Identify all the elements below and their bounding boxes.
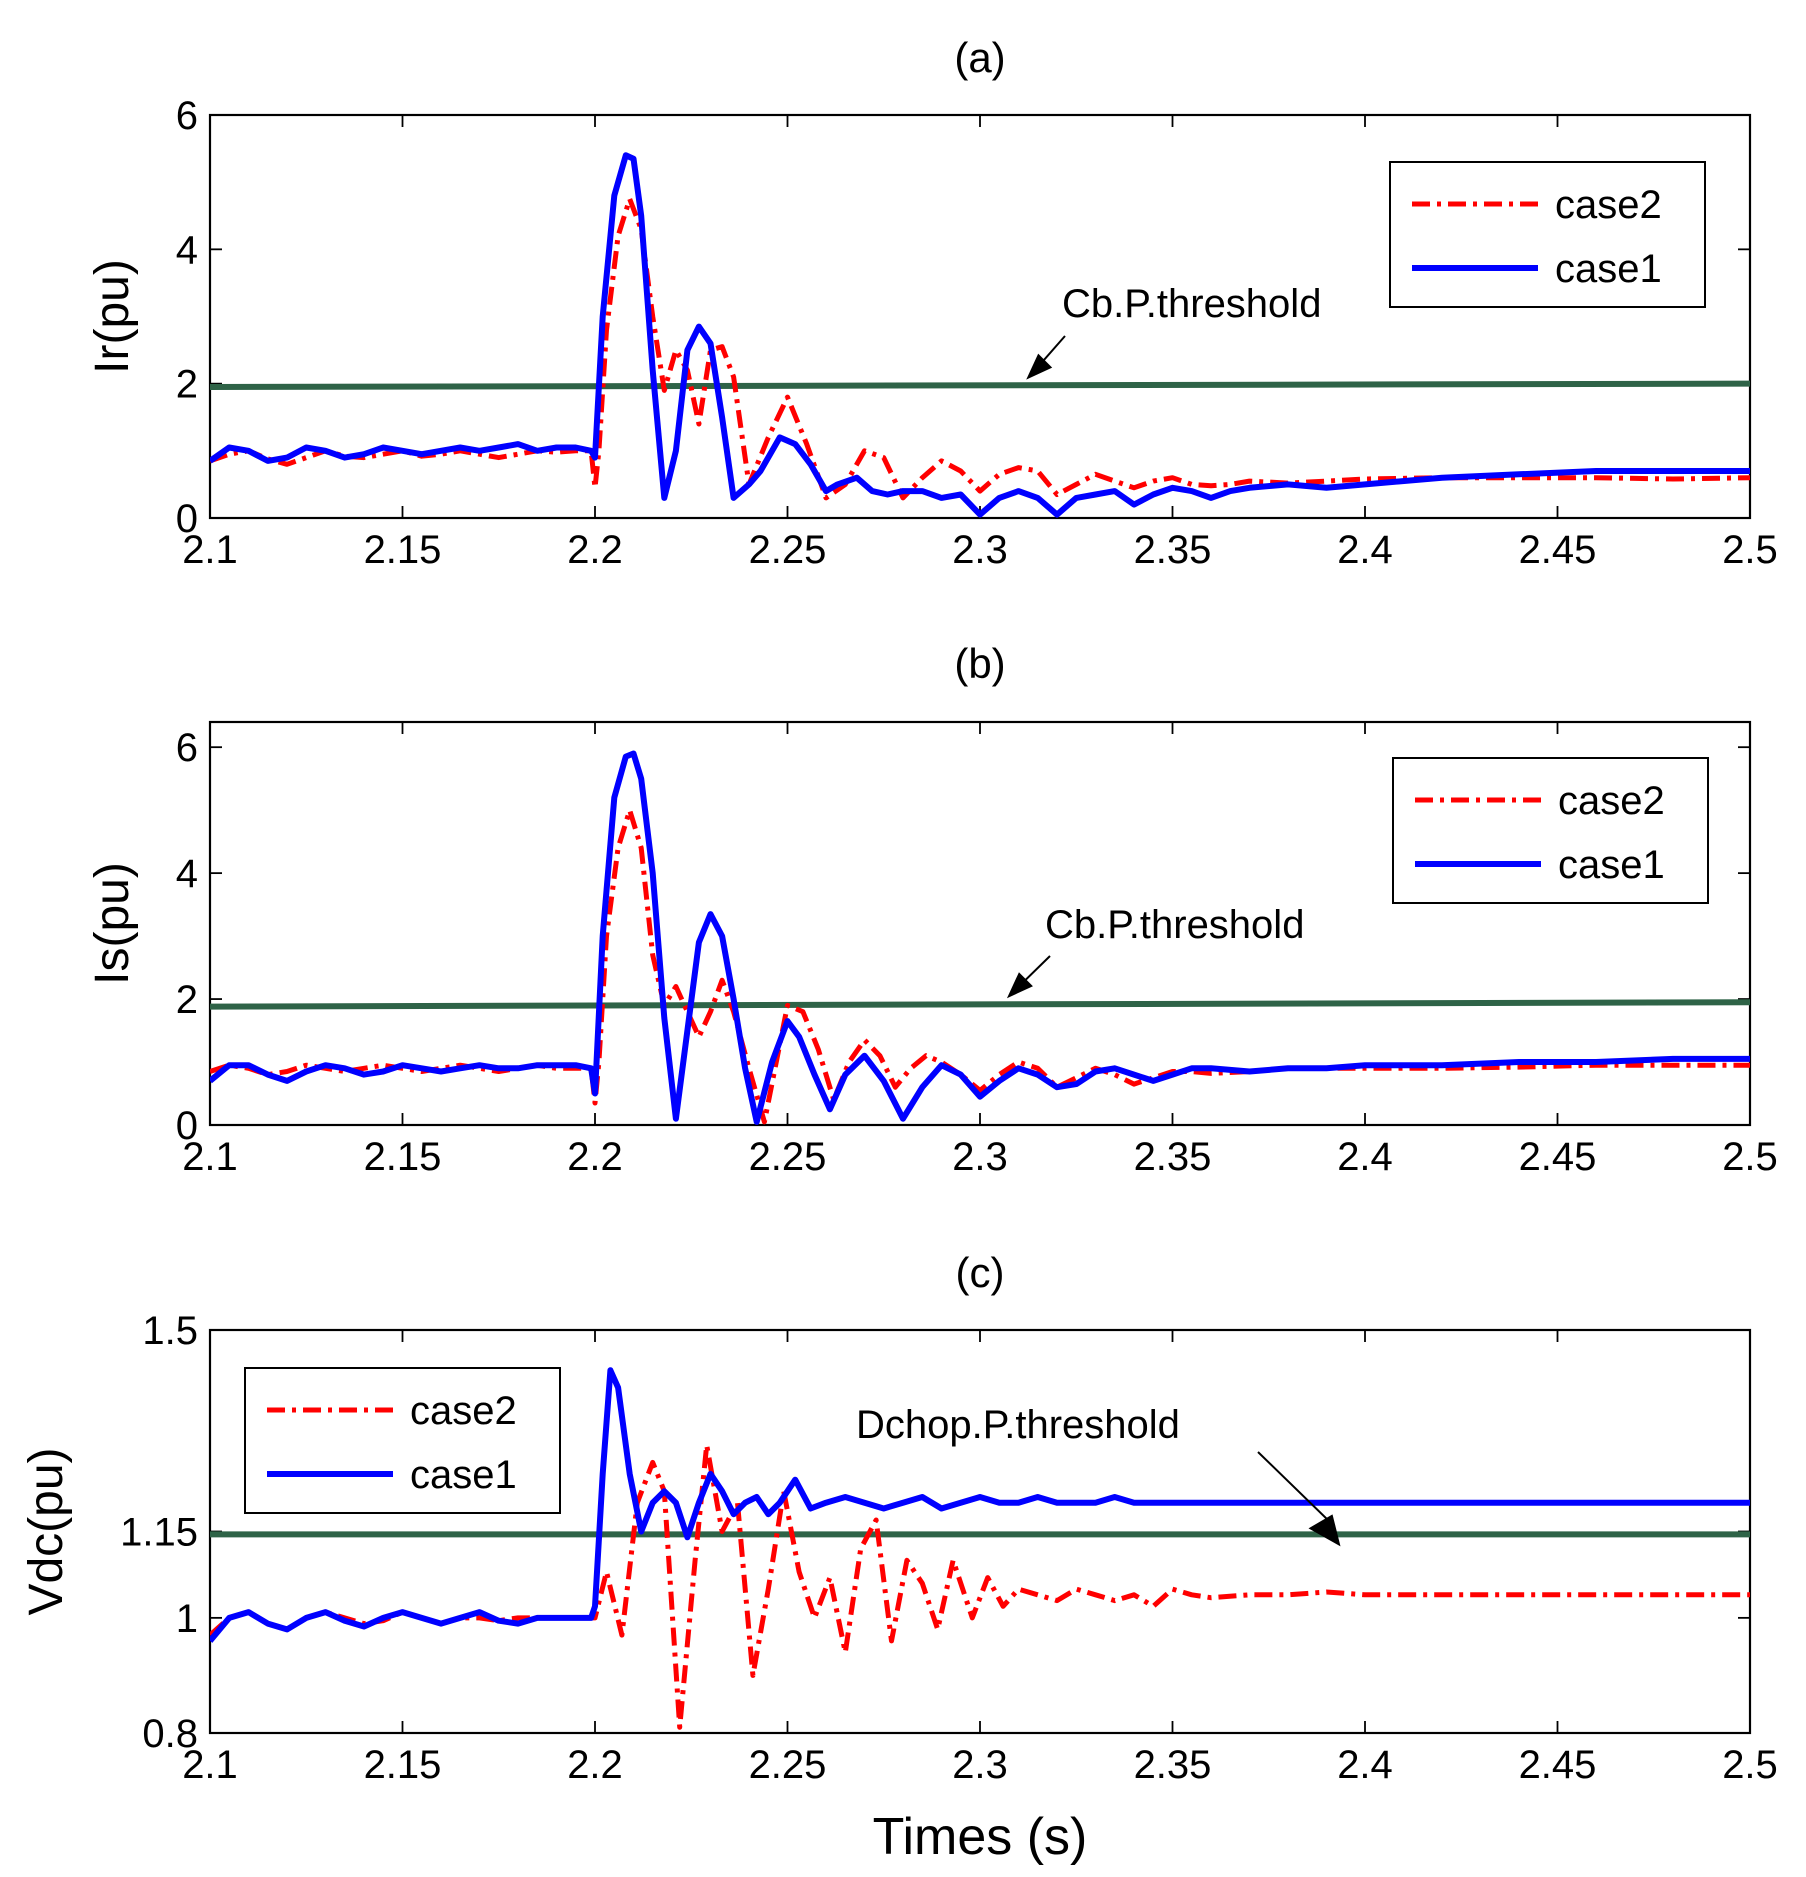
y-tick-label: 4 <box>176 852 198 896</box>
x-tick-label: 2.1 <box>182 528 238 572</box>
x-tick-label: 2.3 <box>952 1743 1008 1787</box>
x-axis-label: Times (s) <box>873 1808 1088 1866</box>
x-tick-label: 2.2 <box>567 1743 623 1787</box>
x-tick-label: 2.35 <box>1134 528 1212 572</box>
x-tick-label: 2.15 <box>364 528 442 572</box>
x-tick-label: 2.35 <box>1134 1743 1212 1787</box>
x-tick-label: 2.45 <box>1519 1743 1597 1787</box>
legend-label-case1: case1 <box>1558 843 1665 887</box>
threshold-annotation-text: Dchop.P.threshold <box>856 1403 1180 1447</box>
chart-panel-3: (c) Vdc(pu) 2.1 2.15 2.2 2.25 2.3 2.35 2.4 2.45 2.… <box>20 1249 1778 1787</box>
legend-box <box>244 1367 561 1514</box>
y-axis-label: Ir(pu) <box>86 259 139 374</box>
series-group <box>210 750 1750 1125</box>
y-tick-label: 0 <box>176 1104 198 1148</box>
threshold-annotation: Cb.P.threshold <box>1006 903 1304 999</box>
threshold-line <box>210 380 1750 391</box>
x-tick-label: 2.25 <box>749 1135 827 1179</box>
y-tick-label: 2 <box>176 363 198 407</box>
x-tick-label: 2.45 <box>1519 1135 1597 1179</box>
threshold-line <box>210 999 1750 1010</box>
x-tick-label: 2.2 <box>567 528 623 572</box>
x-tick-label: 2.25 <box>749 528 827 572</box>
panel-title: (c) <box>956 1249 1005 1296</box>
series-line-case1 <box>210 750 1750 1125</box>
legend-label-case1: case1 <box>1555 247 1662 291</box>
legend-label-case1: case1 <box>410 1453 517 1497</box>
x-tick-label: 2.35 <box>1134 1135 1212 1179</box>
panel-title: (b) <box>954 640 1005 687</box>
y-tick-label: 2 <box>176 978 198 1022</box>
annotation-arrowhead <box>1026 353 1053 380</box>
legend-label-case2: case2 <box>1558 779 1665 823</box>
x-tick-label: 2.15 <box>364 1743 442 1787</box>
x-tick-label: 2.25 <box>749 1743 827 1787</box>
annotation-arrow <box>1257 1451 1336 1528</box>
x-tick-label: 2.4 <box>1337 1743 1393 1787</box>
x-tick-label: 2.1 <box>182 1743 238 1787</box>
legend: case2 case1 <box>244 1367 561 1514</box>
legend-box <box>1389 161 1706 308</box>
x-tick-label: 2.45 <box>1519 528 1597 572</box>
x-tick-label: 2.4 <box>1337 1135 1393 1179</box>
x-tick-label: 2.2 <box>567 1135 623 1179</box>
legend: case2 case1 <box>1389 161 1706 308</box>
annotation-arrowhead <box>1006 972 1033 999</box>
series-line-case1 <box>210 1367 1750 1643</box>
annotation-arrowhead <box>1308 1514 1341 1547</box>
y-tick-label: 6 <box>176 726 198 770</box>
legend-box <box>1392 757 1709 904</box>
series-group <box>210 1367 1750 1730</box>
threshold-annotation-text: Cb.P.threshold <box>1062 282 1321 326</box>
threshold-annotation-text: Cb.P.threshold <box>1045 903 1304 947</box>
legend-label-case2: case2 <box>1555 183 1662 227</box>
threshold-annotation: Cb.P.threshold <box>1026 282 1321 380</box>
x-tick-label: 2.3 <box>952 528 1008 572</box>
y-tick-label: 1 <box>176 1597 198 1641</box>
series-line-case1 <box>210 152 1750 518</box>
x-tick-label: 2.15 <box>364 1135 442 1179</box>
x-tick-label: 2.3 <box>952 1135 1008 1179</box>
threshold-annotation: Dchop.P.threshold <box>856 1403 1341 1547</box>
x-tick-label: 2.5 <box>1722 1743 1778 1787</box>
y-tick-label: 1.5 <box>142 1309 198 1353</box>
panel-title: (a) <box>954 34 1005 81</box>
y-tick-label: 1.15 <box>120 1511 198 1555</box>
y-tick-label: 0 <box>176 497 198 541</box>
y-tick-label: 0.8 <box>142 1712 198 1756</box>
x-tick-label: 2.5 <box>1722 528 1778 572</box>
x-tick-label: 2.5 <box>1722 1135 1778 1179</box>
panels: (a) Ir(pu) 2.1 2.15 2.2 2.25 2.3 2.35 2.4 2.45 2.5… <box>20 34 1778 1787</box>
chart-panel-2: (b) Is(pu) 2.1 2.15 2.2 2.25 2.3 2.35 2.4 2.45 2.5… <box>86 640 1778 1179</box>
legend-label-case2: case2 <box>410 1389 517 1433</box>
legend: case2 case1 <box>1392 757 1709 904</box>
y-axis-label: Is(pu) <box>86 862 139 985</box>
y-tick-label: 6 <box>176 94 198 138</box>
x-tick-label: 2.1 <box>182 1135 238 1179</box>
chart-panel-1: (a) Ir(pu) 2.1 2.15 2.2 2.25 2.3 2.35 2.4 2.45 2.5… <box>86 34 1778 572</box>
y-tick-label: 4 <box>176 228 198 272</box>
series-line-case2 <box>210 1442 1750 1730</box>
series-group <box>210 152 1750 518</box>
y-axis-label: Vdc(pu) <box>20 1447 73 1615</box>
x-tick-label: 2.4 <box>1337 528 1393 572</box>
